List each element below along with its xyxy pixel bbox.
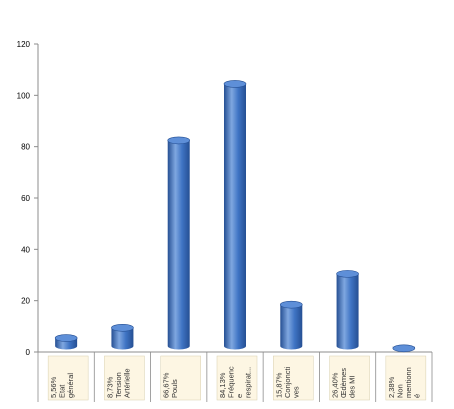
category-label-line: général (66, 373, 75, 398)
category-label-line: 8,73% (105, 376, 114, 398)
category-label-line: ves (291, 386, 300, 398)
category-label-box (329, 355, 370, 401)
bar (223, 80, 247, 350)
y-tick-label: 100 (17, 91, 31, 100)
category-label: 66,67% Pouls (162, 372, 180, 398)
bar (336, 270, 359, 350)
bar-body (111, 327, 134, 350)
category-label: 5,56% Etat général (49, 373, 75, 398)
category-label-line: 15,87% (274, 372, 283, 398)
bar-body (336, 273, 359, 350)
y-tick-label: 40 (21, 245, 30, 254)
category-label-line: mentionn (404, 367, 413, 398)
category-label-line: Conjoncti (283, 366, 292, 398)
y-tick-label: 120 (17, 40, 31, 49)
bar (392, 344, 416, 353)
bar-top (111, 323, 134, 332)
category-labels: 5,56% Etat général 8,73% Tension Artérielle 66… (47, 355, 427, 401)
category-label: 84,13% Fréquenc e respirat... (218, 366, 253, 398)
category-label-box (47, 355, 89, 401)
category-label-line: Fréquenc (227, 366, 236, 398)
category-label-line: des MI (348, 375, 357, 398)
bar-body (280, 304, 303, 350)
category-label-line: 84,13% (218, 372, 227, 398)
category-label-line: Non (395, 384, 404, 398)
bar-body (224, 83, 246, 350)
category-label-line: Pouls (170, 379, 179, 398)
y-tick-label: 20 (21, 297, 30, 306)
bars (54, 80, 416, 353)
bar-body (167, 140, 190, 350)
bar (111, 323, 134, 350)
category-label-line: Œdèmes (339, 368, 348, 398)
category-label-line: e (235, 394, 244, 398)
category-label-box (216, 355, 258, 401)
category-label: 2,38% Non mentionn é (387, 367, 422, 398)
category-label: 15,87% Conjoncti ves (274, 366, 300, 398)
category-label-line: Etat (58, 384, 67, 398)
y-tick-label: 80 (21, 143, 30, 152)
x-axis (37, 351, 433, 402)
category-label-line: 5,56% (49, 376, 58, 398)
category-label-line: 66,67% (162, 372, 171, 398)
bar (279, 300, 303, 350)
category-label-line: Tension (114, 372, 123, 398)
category-label: 26,40% Œdèmes des MI (331, 368, 357, 398)
category-label-line: 26,40% (331, 372, 340, 398)
bar-top (392, 344, 416, 353)
category-label-line: é (412, 394, 421, 398)
bar (167, 136, 191, 350)
bar (54, 334, 78, 350)
bar-top (223, 80, 247, 88)
bar-top (279, 300, 303, 309)
category-label-box (160, 355, 201, 401)
category-label-line: respirat... (244, 367, 253, 398)
bar-top (167, 136, 191, 145)
category-label-box (104, 355, 145, 401)
bar-top (336, 270, 359, 278)
category-label-line: Artérielle (122, 368, 131, 398)
category-label-line: 2,38% (387, 376, 396, 398)
y-axis: 0 20 40 60 80 100 120 (17, 40, 39, 357)
category-label-box (385, 355, 427, 401)
y-tick-label: 0 (26, 348, 31, 357)
bar-top (54, 334, 78, 342)
y-tick-label: 60 (21, 194, 30, 203)
category-label-box (273, 355, 314, 401)
category-label: 8,73% Tension Artérielle (105, 368, 131, 398)
